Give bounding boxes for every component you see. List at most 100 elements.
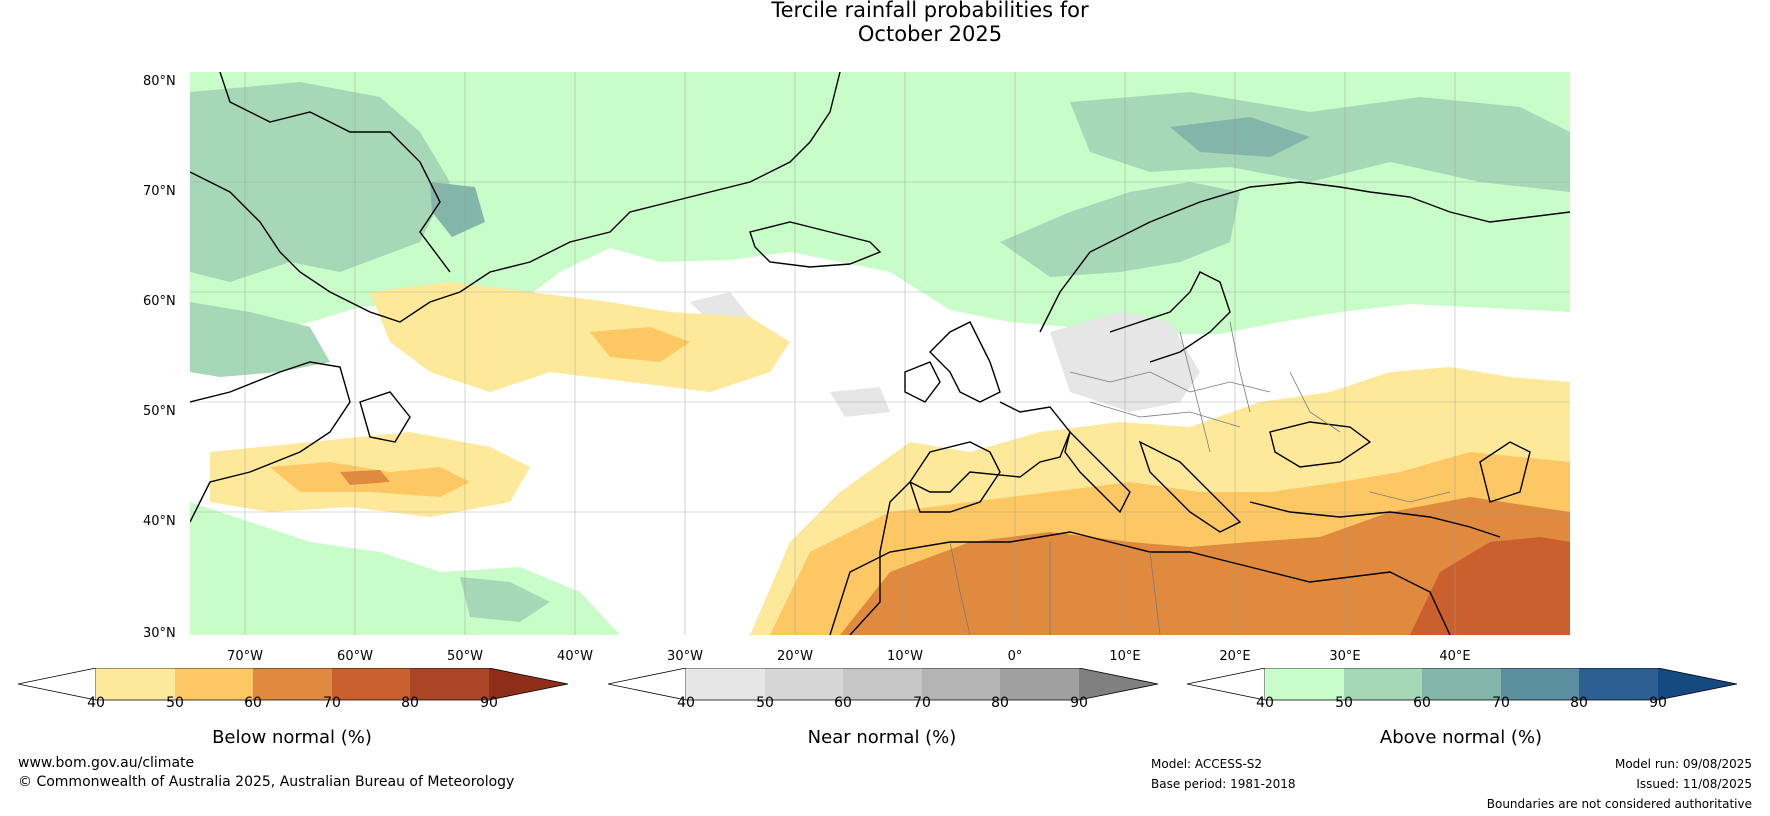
turkey-coast (1249, 501, 1501, 538)
colorbar-below-normal-tick: 60 (244, 695, 262, 711)
colorbar-above-normal-max-arrow (1658, 668, 1737, 700)
colorbar-above-normal-tick: 90 (1649, 695, 1667, 711)
rainfall-probability-map (190, 72, 1570, 635)
scandinavia-coast (1039, 181, 1570, 333)
colorbar-near-normal-tick: 50 (756, 695, 774, 711)
newfoundland (359, 391, 411, 443)
colorbar-below-normal-tick: 70 (323, 695, 341, 711)
colorbar-near-normal-tick: 40 (677, 695, 695, 711)
italy (1064, 430, 1131, 514)
colorbar-near-normal-segment-5 (1000, 668, 1079, 700)
iceland (749, 221, 882, 268)
issued-text: Issued: 11/08/2025 (1636, 777, 1752, 791)
greenland-inner (219, 72, 451, 273)
disclaimer-text: Boundaries are not considered authoritat… (1486, 797, 1752, 811)
colorbar-near-normal-segment-4 (922, 668, 1000, 700)
colorbar-near-normal-segment-3 (843, 668, 922, 700)
copyright-text: © Commonwealth of Australia 2025, Austra… (18, 774, 515, 790)
baltic (1109, 271, 1231, 363)
lon-label: 60°W (337, 649, 373, 664)
coastlines (190, 72, 1570, 635)
greenland-coast (190, 72, 841, 323)
model-run-text: Model run: 09/08/2025 (1614, 757, 1752, 771)
lon-label: 70°W (227, 649, 263, 664)
colorbar-above-normal-min-arrow (1187, 668, 1266, 701)
above-normal-scandinavia (1000, 182, 1240, 277)
colorbar-above-normal-tick: 80 (1570, 695, 1588, 711)
colorbar-below-normal-tick: 90 (480, 695, 498, 711)
above-normal-north-50 (1070, 92, 1570, 192)
below-normal-central-atlantic-70 (340, 470, 390, 485)
colorbar-below-normal-title: Below normal (%) (212, 727, 372, 748)
country-borders (949, 321, 1451, 635)
colorbar-near-normal-min-arrow (608, 668, 687, 701)
lat-label: 70°N (143, 184, 176, 199)
lon-label: 20°E (1219, 649, 1251, 664)
colorbar-above-normal-segment-4 (1501, 668, 1579, 700)
lon-label: 30°E (1329, 649, 1361, 664)
below-normal-mediterranean-70 (840, 497, 1570, 635)
colorbar-below-normal-min-arrow (18, 668, 97, 701)
colorbar-near-normal-segment-2 (765, 668, 843, 700)
colorbar-above-normal-tick: 60 (1413, 695, 1431, 711)
lon-label: 50°W (447, 649, 483, 664)
lon-label: 40°W (557, 649, 593, 664)
lon-label: 30°W (667, 649, 703, 664)
above-normal-west-band (190, 302, 330, 377)
model-text: Model: ACCESS-S2 (1151, 757, 1263, 771)
lat-label: 80°N (143, 74, 176, 89)
colorbar-near-normal-tick: 90 (1070, 695, 1088, 711)
colorbar-below-normal-tick: 80 (401, 695, 419, 711)
colorbar-near-normal-tick: 60 (834, 695, 852, 711)
colorbar-near-normal-tick: 80 (991, 695, 1009, 711)
british-isles (929, 321, 1001, 403)
north-africa (829, 531, 1451, 635)
lat-label: 50°N (143, 404, 176, 419)
colorbar-above-normal (1187, 668, 1737, 701)
below-normal-mediterranean-80 (1410, 537, 1570, 635)
colorbar-above-normal-tick: 70 (1492, 695, 1510, 711)
lat-label: 40°N (143, 514, 176, 529)
graticule (190, 72, 1570, 635)
map-title: Tercile rainfall probabilities for Octob… (0, 0, 1770, 46)
colorbar-near-normal (608, 668, 1158, 701)
above-normal-north-60 (1170, 117, 1310, 157)
balkans-greece (1138, 440, 1242, 533)
iberia (909, 441, 1001, 513)
lat-label: 30°N (143, 626, 176, 641)
colorbar-below-normal-tick: 50 (166, 695, 184, 711)
ireland (904, 361, 941, 403)
colorbar-above-normal-segment-5 (1579, 668, 1658, 700)
colorbar-above-normal-segment-2 (1344, 668, 1422, 700)
website-link[interactable]: www.bom.gov.au/climate (18, 755, 195, 771)
colorbar-below-normal-segment-3 (253, 668, 332, 700)
colorbar-below-normal-segment-4 (332, 668, 410, 700)
lon-label: 0° (1007, 649, 1023, 664)
title-line-1: Tercile rainfall probabilities for (771, 0, 1089, 22)
colorbar-above-normal-title: Above normal (%) (1379, 727, 1543, 748)
lat-label: 60°N (143, 294, 176, 309)
base-period-text: Base period: 1981-2018 (1151, 777, 1296, 791)
colorbar-near-normal-tick: 70 (913, 695, 931, 711)
below-normal-atlantic-60 (590, 327, 690, 362)
above-normal-southwest-50 (460, 577, 550, 622)
colorbar-above-normal-tick: 40 (1256, 695, 1274, 711)
colorbar-below-normal-segment-2 (175, 668, 253, 700)
colorbar-below-normal-segment-1 (96, 668, 175, 700)
labrador-coast (190, 361, 351, 523)
colorbar-above-normal-segment-1 (1265, 668, 1344, 700)
colorbar-below-normal-max-arrow (489, 668, 568, 700)
colorbar-below-normal-tick: 40 (87, 695, 105, 711)
colorbar-near-normal-segment-1 (686, 668, 765, 700)
black-sea (1269, 421, 1372, 468)
lon-label: 10°E (1109, 649, 1141, 664)
colorbar-near-normal-max-arrow (1079, 668, 1158, 700)
lon-label: 10°W (887, 649, 923, 664)
above-normal-greenland-60 (430, 182, 485, 237)
title-line-2: October 2025 (857, 22, 1003, 46)
lon-label: 20°W (777, 649, 813, 664)
colorbar-below-normal-segment-5 (410, 668, 489, 700)
colorbar-near-normal-title: Near normal (%) (807, 727, 957, 748)
caspian (1479, 441, 1531, 503)
colorbar-below-normal (18, 668, 568, 701)
